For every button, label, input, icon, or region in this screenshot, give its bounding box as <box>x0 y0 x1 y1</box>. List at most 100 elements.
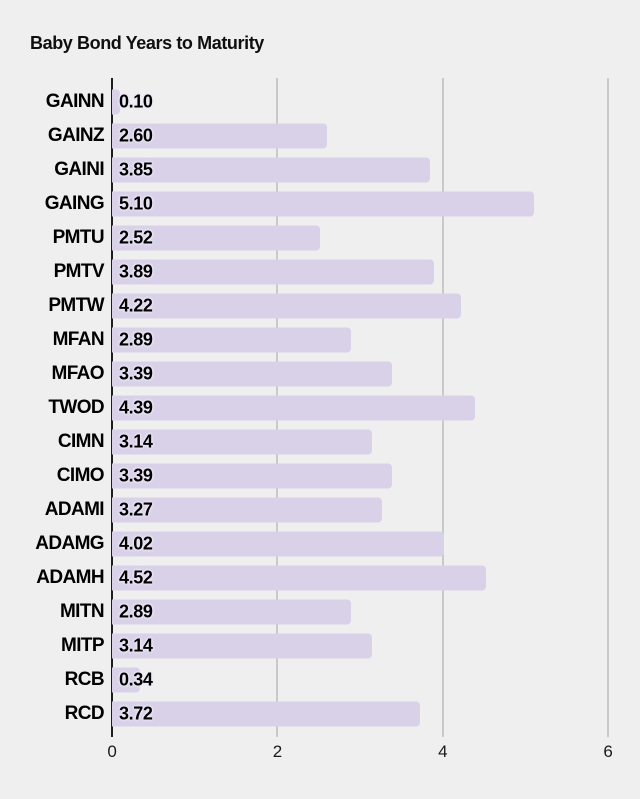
value-label: 2.89 <box>119 601 153 622</box>
bar <box>112 259 434 285</box>
bar <box>112 633 372 659</box>
bar-track: 3.72 <box>112 697 608 731</box>
bar-row: GAINZ 2.60 <box>0 119 640 153</box>
bar-row: ADAMH 4.52 <box>0 561 640 595</box>
category-label: GAINN <box>45 91 105 112</box>
value-label: 3.89 <box>119 261 153 282</box>
category-label: ADAMI <box>44 499 105 520</box>
value-label: 4.02 <box>119 533 153 554</box>
bar <box>112 157 431 183</box>
x-tick-label: 6 <box>603 742 613 761</box>
bar-rows: GAINN 0.10 GAINZ 2.60 GAINI 3.85 GAING 5.10 PMTU… <box>0 85 640 731</box>
category-label: MFAO <box>51 363 105 384</box>
bar <box>112 361 393 387</box>
bar <box>112 89 121 115</box>
category-label: PMTW <box>48 295 104 316</box>
category-label: PMTU <box>52 227 105 248</box>
bar <box>112 327 351 353</box>
value-label: 3.39 <box>119 363 153 384</box>
bar <box>112 429 372 455</box>
category-label: CIMO <box>56 465 105 486</box>
category-label: RCB <box>64 669 105 690</box>
bar <box>112 599 351 625</box>
bar-track: 0.34 <box>112 663 608 697</box>
value-label: 4.39 <box>119 397 153 418</box>
bar <box>112 667 141 693</box>
bar-track: 2.89 <box>112 323 608 357</box>
x-axis: 0 2 4 6 <box>107 742 612 766</box>
bar <box>112 191 534 217</box>
category-label: GAING <box>44 193 105 214</box>
category-label: ADAMH <box>36 567 104 588</box>
bar <box>112 123 327 149</box>
category-label: GAINZ <box>47 125 105 146</box>
bar-track: 3.39 <box>112 459 608 493</box>
bar-track: 4.52 <box>112 561 608 595</box>
value-label: 3.14 <box>119 635 153 656</box>
bar <box>112 701 420 727</box>
bar-track: 3.14 <box>112 629 608 663</box>
category-label: CIMN <box>57 431 105 452</box>
bar <box>112 565 486 591</box>
bar-track: 4.39 <box>112 391 608 425</box>
category-label: MITN <box>59 601 105 622</box>
bar-row: MITP 3.14 <box>0 629 640 663</box>
value-label: 2.52 <box>119 227 153 248</box>
bar-track: 4.22 <box>112 289 608 323</box>
bar <box>112 395 475 421</box>
bar <box>112 225 321 251</box>
chart-title: Baby Bond Years to Maturity <box>30 33 264 53</box>
bar <box>112 463 393 489</box>
category-label: PMTV <box>53 261 105 282</box>
bar-row: GAINI 3.85 <box>0 153 640 187</box>
bar-track: 3.39 <box>112 357 608 391</box>
bar <box>112 531 445 557</box>
category-label: MFAN <box>52 329 105 350</box>
bar-track: 2.60 <box>112 119 608 153</box>
bar-row: RCB 0.34 <box>0 663 640 697</box>
value-label: 3.14 <box>119 431 153 452</box>
value-label: 2.60 <box>119 125 153 146</box>
value-label: 4.52 <box>119 567 153 588</box>
bar-track: 0.10 <box>112 85 608 119</box>
bar-row: MFAN 2.89 <box>0 323 640 357</box>
bar <box>112 497 383 523</box>
bar-track: 3.85 <box>112 153 608 187</box>
bar-track: 3.27 <box>112 493 608 527</box>
bar-row: MFAO 3.39 <box>0 357 640 391</box>
value-label: 3.85 <box>119 159 153 180</box>
bar <box>112 293 461 319</box>
category-label: GAINI <box>54 159 104 180</box>
x-tick-label: 2 <box>272 742 282 761</box>
category-label: MITP <box>61 635 105 656</box>
value-label: 3.72 <box>119 703 153 724</box>
gridline <box>607 78 609 737</box>
bar-row: PMTV 3.89 <box>0 255 640 289</box>
bar-row: CIMO 3.39 <box>0 459 640 493</box>
bar-row: PMTU 2.52 <box>0 221 640 255</box>
bar-row: ADAMI 3.27 <box>0 493 640 527</box>
x-tick-label: 0 <box>107 742 117 761</box>
category-label: TWOD <box>48 397 104 418</box>
bar-row: CIMN 3.14 <box>0 425 640 459</box>
value-label: 3.39 <box>119 465 153 486</box>
bar-track: 3.14 <box>112 425 608 459</box>
bar-row: TWOD 4.39 <box>0 391 640 425</box>
value-label: 0.10 <box>119 91 153 112</box>
bar-track: 4.02 <box>112 527 608 561</box>
bar-row: GAING 5.10 <box>0 187 640 221</box>
bar-row: MITN 2.89 <box>0 595 640 629</box>
category-label: RCD <box>64 703 105 724</box>
bar-row: PMTW 4.22 <box>0 289 640 323</box>
value-label: 0.34 <box>119 669 153 690</box>
bar-track: 2.52 <box>112 221 608 255</box>
bar-row: ADAMG 4.02 <box>0 527 640 561</box>
bar-track: 3.89 <box>112 255 608 289</box>
bar-track: 5.10 <box>112 187 608 221</box>
value-label: 3.27 <box>119 499 153 520</box>
bar-row: RCD 3.72 <box>0 697 640 731</box>
value-label: 4.22 <box>119 295 153 316</box>
value-label: 2.89 <box>119 329 153 350</box>
x-tick-label: 4 <box>438 742 448 761</box>
bar-track: 2.89 <box>112 595 608 629</box>
